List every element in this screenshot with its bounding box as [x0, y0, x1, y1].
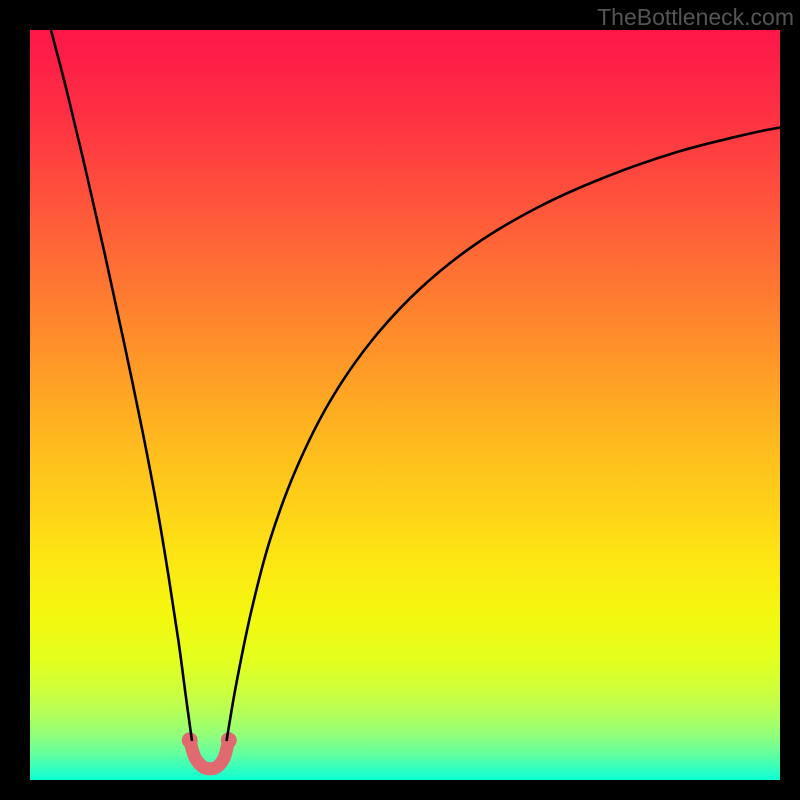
- chart-frame: TheBottleneck.com: [0, 0, 800, 800]
- curve-right-branch: [227, 128, 781, 742]
- valley-marker-endpoint: [182, 732, 198, 748]
- curve-left-branch: [51, 30, 192, 741]
- watermark-text: TheBottleneck.com: [597, 4, 794, 31]
- plot-area: [30, 30, 780, 780]
- curve-layer: [30, 30, 780, 780]
